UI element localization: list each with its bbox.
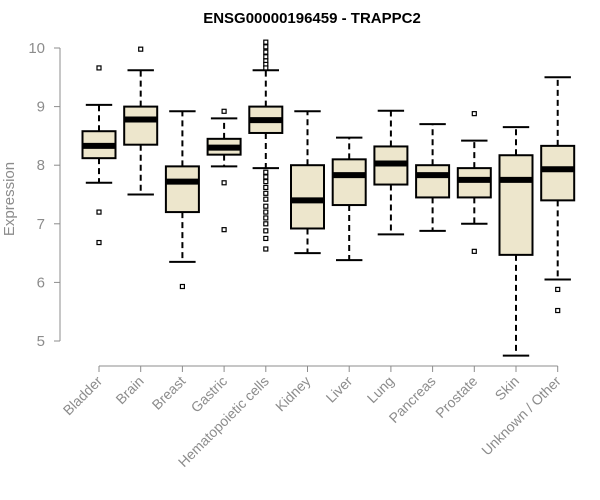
outlier-point — [263, 49, 269, 55]
box-group — [290, 110, 325, 255]
outlier-point — [263, 184, 269, 191]
outlier-point — [263, 228, 269, 234]
x-tick-label: Prostate — [432, 373, 480, 421]
outlier-point — [263, 65, 269, 71]
box-group — [540, 76, 576, 314]
box-group — [498, 126, 534, 357]
box-group — [164, 110, 200, 290]
x-tick-label: Breast — [149, 373, 189, 413]
box-group — [331, 136, 367, 262]
outlier-point — [263, 203, 269, 209]
outlier-point — [555, 286, 561, 293]
box-group — [373, 109, 409, 236]
outlier-point — [263, 221, 269, 227]
y-tick-label: 5 — [37, 333, 45, 350]
outlier-point — [263, 174, 269, 180]
box-group — [415, 123, 451, 232]
x-tick-label: Unknown / Other — [478, 373, 564, 459]
box-rect — [540, 144, 576, 202]
x-tick-label: Lung — [364, 373, 397, 406]
x-tick-label: Bladder — [60, 373, 106, 419]
y-axis: 5 6 7 8 9 10 — [28, 40, 61, 350]
box-group — [81, 65, 117, 246]
y-tick-label: 10 — [28, 40, 45, 57]
box-group — [248, 39, 284, 252]
box-group — [206, 108, 242, 233]
outlier-point — [471, 111, 477, 117]
outlier-point — [471, 248, 477, 254]
outlier-point — [221, 108, 227, 114]
outlier-point — [96, 209, 102, 215]
box-group — [123, 46, 159, 196]
outlier-point — [263, 54, 269, 60]
x-tick-label: Skin — [492, 373, 523, 404]
outlier-point — [263, 169, 269, 175]
outlier-point — [263, 215, 269, 221]
outlier-point — [263, 190, 269, 196]
box-group — [456, 111, 492, 254]
outlier-point — [96, 239, 102, 246]
box-rect — [164, 165, 200, 214]
y-tick-label: 8 — [37, 157, 45, 174]
outlier-point — [96, 65, 102, 71]
outlier-point — [263, 209, 269, 215]
chart-title: ENSG00000196459 - TRAPPC2 — [203, 10, 421, 27]
x-tick-label: Kidney — [272, 373, 314, 415]
x-tick-label: Liver — [323, 373, 356, 406]
outlier-point — [179, 283, 185, 290]
x-tick-label: Brain — [112, 373, 146, 407]
outlier-point — [263, 39, 269, 45]
outlier-point — [263, 246, 269, 252]
box-rect — [331, 158, 367, 207]
outlier-point — [221, 227, 227, 233]
boxplot-series — [81, 39, 576, 357]
y-tick-label: 9 — [37, 99, 45, 116]
box-rect — [290, 164, 325, 230]
box-rect — [498, 154, 534, 256]
outlier-point — [555, 307, 561, 314]
outlier-point — [263, 179, 269, 185]
outlier-point — [263, 235, 269, 242]
y-tick-label: 7 — [37, 216, 45, 233]
outlier-point — [221, 180, 227, 186]
y-tick-label: 6 — [37, 274, 45, 291]
y-axis-label: Expression — [1, 162, 18, 236]
outlier-point — [138, 46, 144, 52]
outlier-point — [263, 196, 269, 202]
outlier-point — [263, 44, 269, 50]
box-rect — [415, 164, 451, 199]
box-rect — [123, 105, 159, 146]
